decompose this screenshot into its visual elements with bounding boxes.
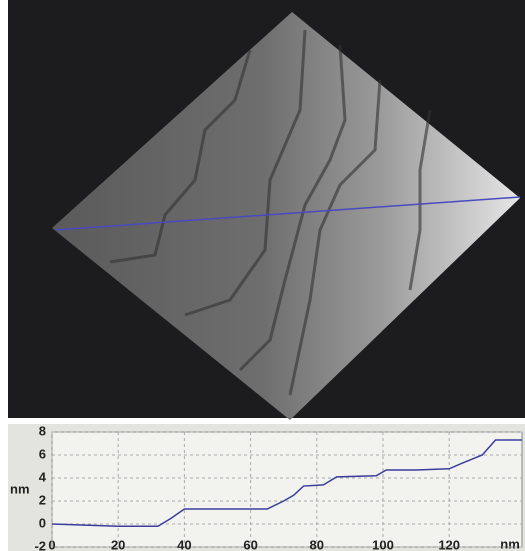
x-tick-label: 20 (111, 537, 125, 551)
x-tick-label: 60 (243, 537, 257, 551)
y-axis-label: nm (10, 481, 30, 496)
plot-area (52, 432, 522, 547)
y-tick-label: 8 (39, 423, 46, 438)
x-tick-label: 0 (48, 537, 55, 551)
x-tick-label: 40 (177, 537, 191, 551)
page: {"chart_data": {"type": "line", "x": [0,… (0, 0, 525, 551)
figure: nm nm -202468020406080100120 (0, 0, 525, 551)
y-tick-label: 0 (39, 515, 46, 530)
x-axis-label: nm (500, 536, 520, 551)
y-tick-label: 6 (39, 446, 46, 461)
y-tick-label: 2 (39, 492, 46, 507)
x-tick-label: 100 (372, 537, 394, 551)
x-tick-label: 80 (310, 537, 324, 551)
y-tick-label: 4 (39, 469, 47, 484)
stm-image (8, 0, 525, 420)
y-tick-label: -2 (34, 538, 46, 551)
x-tick-label: 120 (438, 537, 460, 551)
